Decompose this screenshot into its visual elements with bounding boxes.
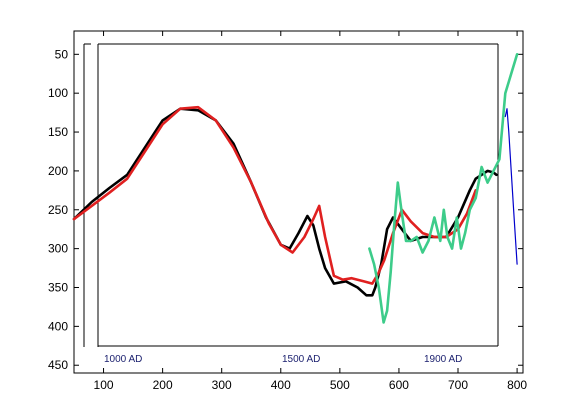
y-tick-label: 300 <box>48 242 68 256</box>
y-tick-label: 150 <box>48 125 68 139</box>
annotation-1900-ad: 1900 AD <box>424 354 462 365</box>
y-tick-label: 50 <box>55 47 69 61</box>
x-tick-label: 300 <box>212 378 232 392</box>
x-tick-label: 700 <box>448 378 468 392</box>
x-tick-label: 600 <box>389 378 409 392</box>
x-tick-label: 100 <box>94 378 114 392</box>
data-series <box>72 53 519 324</box>
y-tick-label: 100 <box>48 86 68 100</box>
y-tick-label: 400 <box>48 319 68 333</box>
annotation-1000-ad: 1000 AD <box>104 354 142 365</box>
series-line-3 <box>504 108 518 265</box>
series-line-2 <box>368 53 519 324</box>
annotation-1500-ad: 1500 AD <box>282 354 320 365</box>
y-tick-label: 450 <box>48 358 68 372</box>
y-tick-label: 250 <box>48 203 68 217</box>
x-tick-label: 500 <box>330 378 350 392</box>
y-tick-label: 200 <box>48 164 68 178</box>
axes-frame <box>73 30 524 374</box>
x-tick-label: 400 <box>271 378 291 392</box>
series-line-1 <box>72 105 477 285</box>
axis-ticks: 100 200 300 400 500 600 700 800 50 100 150 200 250 30… <box>48 31 527 392</box>
y-tick-label: 350 <box>48 281 68 295</box>
x-tick-label: 800 <box>507 378 527 392</box>
inner-plot-frame <box>83 43 499 347</box>
series-line-0 <box>72 107 498 297</box>
x-tick-label: 200 <box>153 378 173 392</box>
